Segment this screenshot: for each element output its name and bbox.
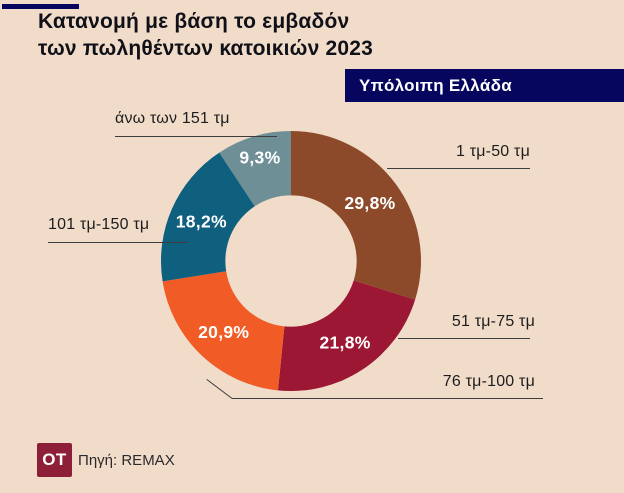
slice-percent-label-0: 29,8%: [344, 193, 395, 213]
region-badge: Υπόλοιπη Ελλάδα: [345, 69, 624, 102]
page-title: Κατανομή με βάση το εμβαδόν των πωληθέντ…: [38, 8, 373, 62]
donut-slice-1: [277, 280, 416, 391]
ot-logo: OT: [37, 443, 72, 477]
leader-line-1-50: [387, 168, 530, 169]
donut-slice-2: [162, 271, 285, 391]
callout-label-over-151: άνω των 151 τμ: [115, 110, 230, 127]
callout-label-1-50: 1 τμ-50 τμ: [456, 143, 530, 160]
leader-line-51-75: [398, 338, 530, 339]
slice-percent-label-4: 9,3%: [239, 148, 280, 168]
donut-slice-0: [291, 131, 421, 300]
donut-chart: 29,8% 21,8% 20,9% 18,2% 9,3%: [161, 131, 421, 391]
leader-line-101-150: [48, 242, 188, 243]
page-title-line2: των πωληθέντων κατοικιών 2023: [38, 37, 374, 60]
donut-slice-4: [219, 131, 291, 207]
slice-percent-label-2: 20,9%: [198, 322, 249, 342]
donut-slice-3: [161, 152, 255, 282]
slice-percent-label-1: 21,8%: [319, 333, 370, 353]
callout-label-51-75: 51 τμ-75 τμ: [451, 313, 535, 330]
top-accent-line: [2, 4, 79, 9]
slice-percent-label-3: 18,2%: [176, 212, 227, 232]
source-text: Πηγή: REMAX: [78, 452, 175, 469]
leader-line-76-100: [232, 398, 543, 399]
page-title-line1: Κατανομή με βάση το εμβαδόν: [38, 10, 350, 33]
callout-label-101-150: 101 τμ-150 τμ: [48, 216, 150, 233]
leader-line-over-151: [115, 136, 277, 137]
donut-chart-area: 29,8% 21,8% 20,9% 18,2% 9,3%: [161, 131, 421, 391]
callout-label-76-100: 76 τμ-100 τμ: [442, 373, 535, 390]
